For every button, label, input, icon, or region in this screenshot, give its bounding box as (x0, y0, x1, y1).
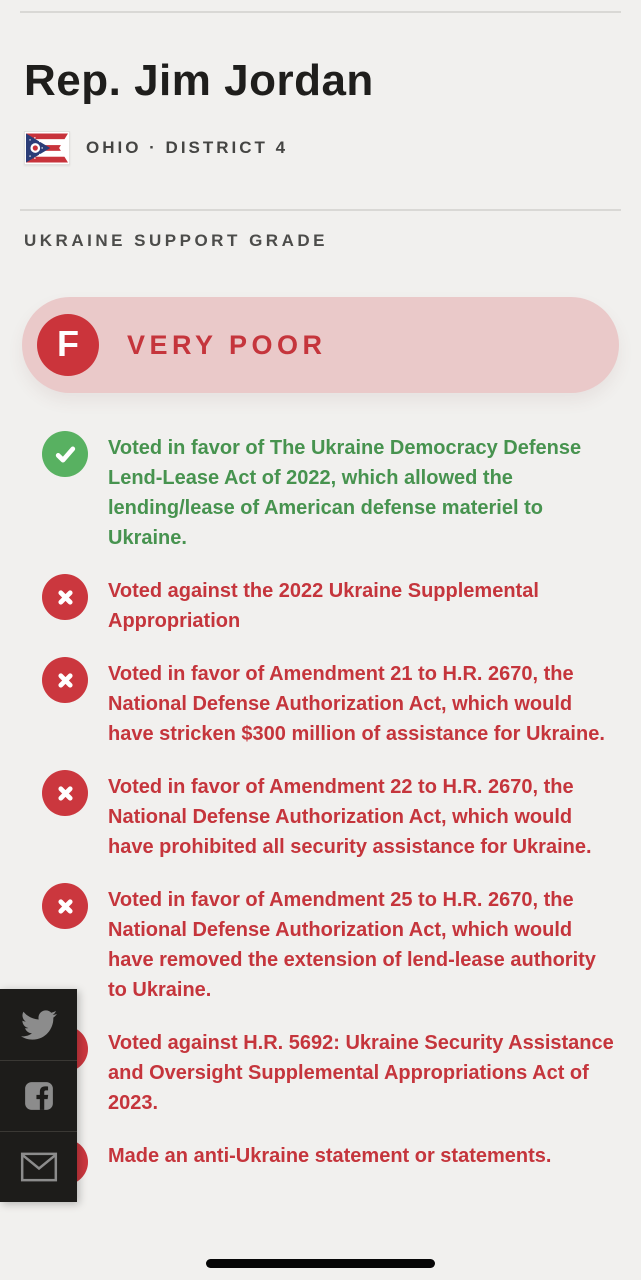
email-icon (20, 1151, 58, 1183)
record-text: Voted against H.R. 5692: Ukraine Securit… (108, 1032, 614, 1114)
twitter-icon (20, 1007, 57, 1043)
record-text: Voted in favor of Amendment 22 to H.R. 2… (108, 776, 592, 858)
top-divider (20, 11, 621, 13)
record-item-2: Voted against the 2022 Ukraine Supplemen… (42, 574, 619, 636)
cross-icon (42, 657, 88, 703)
record-item-7: Made an anti-Ukraine statement or statem… (42, 1139, 619, 1185)
record-item-6: Voted against H.R. 5692: Ukraine Securit… (42, 1026, 619, 1118)
record-text: Voted in favor of Amendment 21 to H.R. 2… (108, 663, 605, 745)
cross-icon (42, 574, 88, 620)
home-indicator[interactable] (206, 1259, 435, 1268)
record-text: Made an anti-Ukraine statement or statem… (108, 1145, 552, 1167)
record-item-1: Voted in favor of The Ukraine Democracy … (42, 431, 619, 553)
vote-record-list: Voted in favor of The Ukraine Democracy … (42, 431, 619, 1208)
record-text: Voted in favor of Amendment 25 to H.R. 2… (108, 889, 596, 1001)
state-district-row: OHIO · DISTRICT 4 (24, 131, 288, 165)
mid-divider (20, 209, 621, 211)
facebook-icon (22, 1079, 56, 1113)
share-facebook-button[interactable] (0, 1060, 77, 1131)
cross-icon (42, 883, 88, 929)
share-email-button[interactable] (0, 1131, 77, 1202)
record-text: Voted against the 2022 Ukraine Supplemen… (108, 580, 539, 632)
state-district-label: OHIO · DISTRICT 4 (86, 138, 289, 157)
check-icon (42, 431, 88, 477)
record-item-5: Voted in favor of Amendment 25 to H.R. 2… (42, 883, 619, 1005)
grade-letter-badge: F (37, 314, 99, 376)
record-item-3: Voted in favor of Amendment 21 to H.R. 2… (42, 657, 619, 749)
record-text: Voted in favor of The Ukraine Democracy … (108, 437, 582, 549)
page-title: Rep. Jim Jordan (24, 56, 374, 105)
share-twitter-button[interactable] (0, 989, 77, 1060)
record-item-4: Voted in favor of Amendment 22 to H.R. 2… (42, 770, 619, 862)
grade-section-label: UKRAINE SUPPORT GRADE (24, 231, 328, 250)
cross-icon (42, 770, 88, 816)
grade-pill: F VERY POOR (22, 297, 619, 393)
ohio-flag-icon (24, 131, 70, 165)
grade-label: VERY POOR (127, 329, 327, 360)
share-sidebar (0, 989, 77, 1202)
